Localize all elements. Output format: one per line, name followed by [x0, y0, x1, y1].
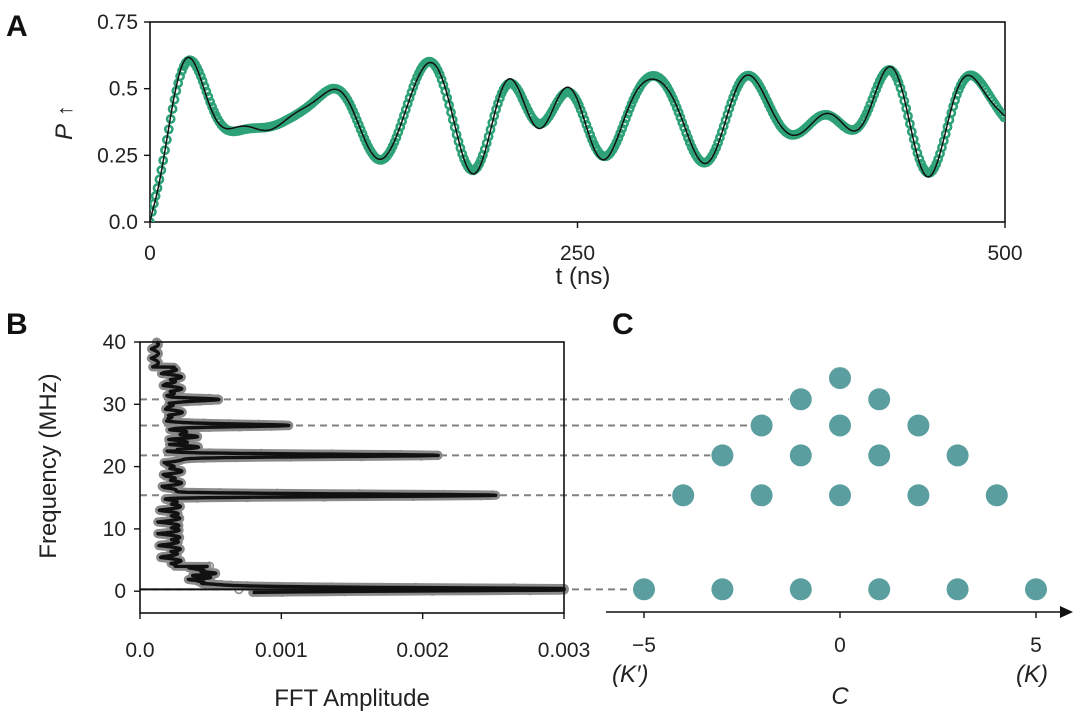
panel-a-experiment-point: [391, 132, 402, 143]
panel-c-chart: −5 0 5 (K′) (K) C: [606, 367, 1073, 710]
panel-c-level-dot: [633, 578, 655, 601]
panel-c-level-dot: [868, 578, 891, 601]
panel-a-ytick-label: 0.75: [97, 11, 138, 34]
panel-c-level-dot: [829, 367, 851, 390]
panel-c-level-dot: [907, 484, 930, 507]
panel-a-xlabel: t (ns): [556, 263, 611, 290]
panel-c-level-dot: [711, 444, 734, 467]
panel-c-level-dot: [711, 578, 734, 601]
panel-b-spectrum-line: [149, 340, 566, 595]
panel-c-xtick-label: −5: [632, 634, 656, 657]
panel-c-level-dot: [829, 484, 851, 507]
panel-c-label-kprime: (K′): [612, 661, 649, 688]
panel-a-experiment-point: [355, 124, 366, 135]
panel-letter-a: A: [6, 10, 28, 43]
panel-c-level-dot: [985, 484, 1008, 507]
panel-a-experiment-series: [150, 55, 1005, 222]
panel-c-level-dot: [868, 444, 891, 467]
panel-a-experiment-point: [351, 115, 362, 125]
panel-a-experiment-point: [713, 137, 723, 148]
panel-b-xtick-label: 0.001: [255, 639, 308, 662]
panel-a-theory-line: [150, 56, 1005, 222]
panel-letter-b: B: [6, 308, 28, 341]
panel-b-ytick-label: 20: [103, 456, 126, 479]
panel-a-chart: 0.0 0.25 0.5 0.75 0 250 500 t (ns) P ↑: [51, 11, 1023, 290]
panel-a-ylabel: P: [51, 124, 78, 140]
panel-b-ytick-label: 10: [103, 518, 126, 541]
panel-b-ytick-label: 40: [103, 331, 126, 354]
panel-a-experiment-point: [389, 137, 400, 147]
panel-c-axis-arrow: [1060, 606, 1073, 618]
panel-c-level-dot: [829, 414, 851, 437]
panel-c-level-dot: [672, 484, 695, 507]
panel-a-ytick-label: 0.25: [97, 144, 138, 167]
panel-a-experiment-point: [350, 110, 360, 121]
panel-a-experiment-point: [457, 148, 468, 159]
panel-a-xtick-label: 0: [144, 242, 156, 265]
panel-a-experiment-point: [669, 98, 680, 108]
panel-a-ytick-label: 0.0: [109, 211, 138, 234]
panel-b-xtick-label: 0.003: [538, 639, 591, 662]
panel-c-level-dot: [946, 444, 969, 467]
panel-a-xtick-label: 500: [987, 242, 1022, 265]
panel-c-level-dot: [1025, 578, 1047, 601]
panel-a-experiment-point: [931, 158, 942, 169]
panel-a-experiment-point: [577, 109, 588, 120]
panel-a-experiment-point: [711, 142, 722, 153]
panel-c-xtick-label: 0: [834, 634, 846, 657]
panel-c-level-dot: [789, 388, 812, 411]
panel-b-spectrum-band: [146, 337, 569, 597]
panel-b-xtick-label: 0.002: [396, 639, 449, 662]
panel-a-xtick-label: 250: [560, 242, 595, 265]
panel-c-level-dot: [789, 444, 812, 467]
panel-b-xlabel: FFT Amplitude: [274, 685, 430, 712]
panel-c-level-dot: [868, 388, 891, 411]
panel-a-experiment-point: [728, 92, 738, 103]
panel-a-experiment-point: [999, 112, 1005, 123]
panel-b-ytick-label: 0: [114, 580, 126, 603]
panel-c-level-dot: [946, 578, 969, 601]
panel-a-experiment-point: [353, 119, 364, 130]
panel-c-level-dot: [750, 484, 773, 507]
panel-a-experiment-point: [671, 102, 682, 113]
panel-b-ylabel: Frequency (MHz): [35, 373, 62, 558]
panel-a-ylabel-subscript: ↑: [54, 106, 77, 117]
panel-b-chart: 0 10 20 30 40 0.0 0.001 0.002 0.003 FFT Amplitu…: [35, 331, 789, 712]
panel-c-label-k: (K): [1016, 661, 1048, 688]
panel-b-ytick-label: 30: [103, 393, 126, 416]
panel-b-xtick-label: 0.0: [125, 639, 154, 662]
panel-c-level-dot: [750, 414, 773, 437]
panel-b-frame: [139, 341, 565, 614]
panel-c-level-dot: [789, 578, 812, 601]
panel-c-xtick-label: 5: [1030, 634, 1042, 657]
panel-c-level-dot: [907, 414, 930, 437]
panel-a-experiment-point: [150, 217, 155, 222]
panel-a-experiment-point: [997, 109, 1005, 120]
panel-letter-c: C: [612, 308, 634, 341]
panel-a-ytick-label: 0.5: [109, 78, 138, 101]
panel-a-experiment-point: [575, 104, 586, 115]
panel-c-xlabel: C: [831, 683, 849, 710]
